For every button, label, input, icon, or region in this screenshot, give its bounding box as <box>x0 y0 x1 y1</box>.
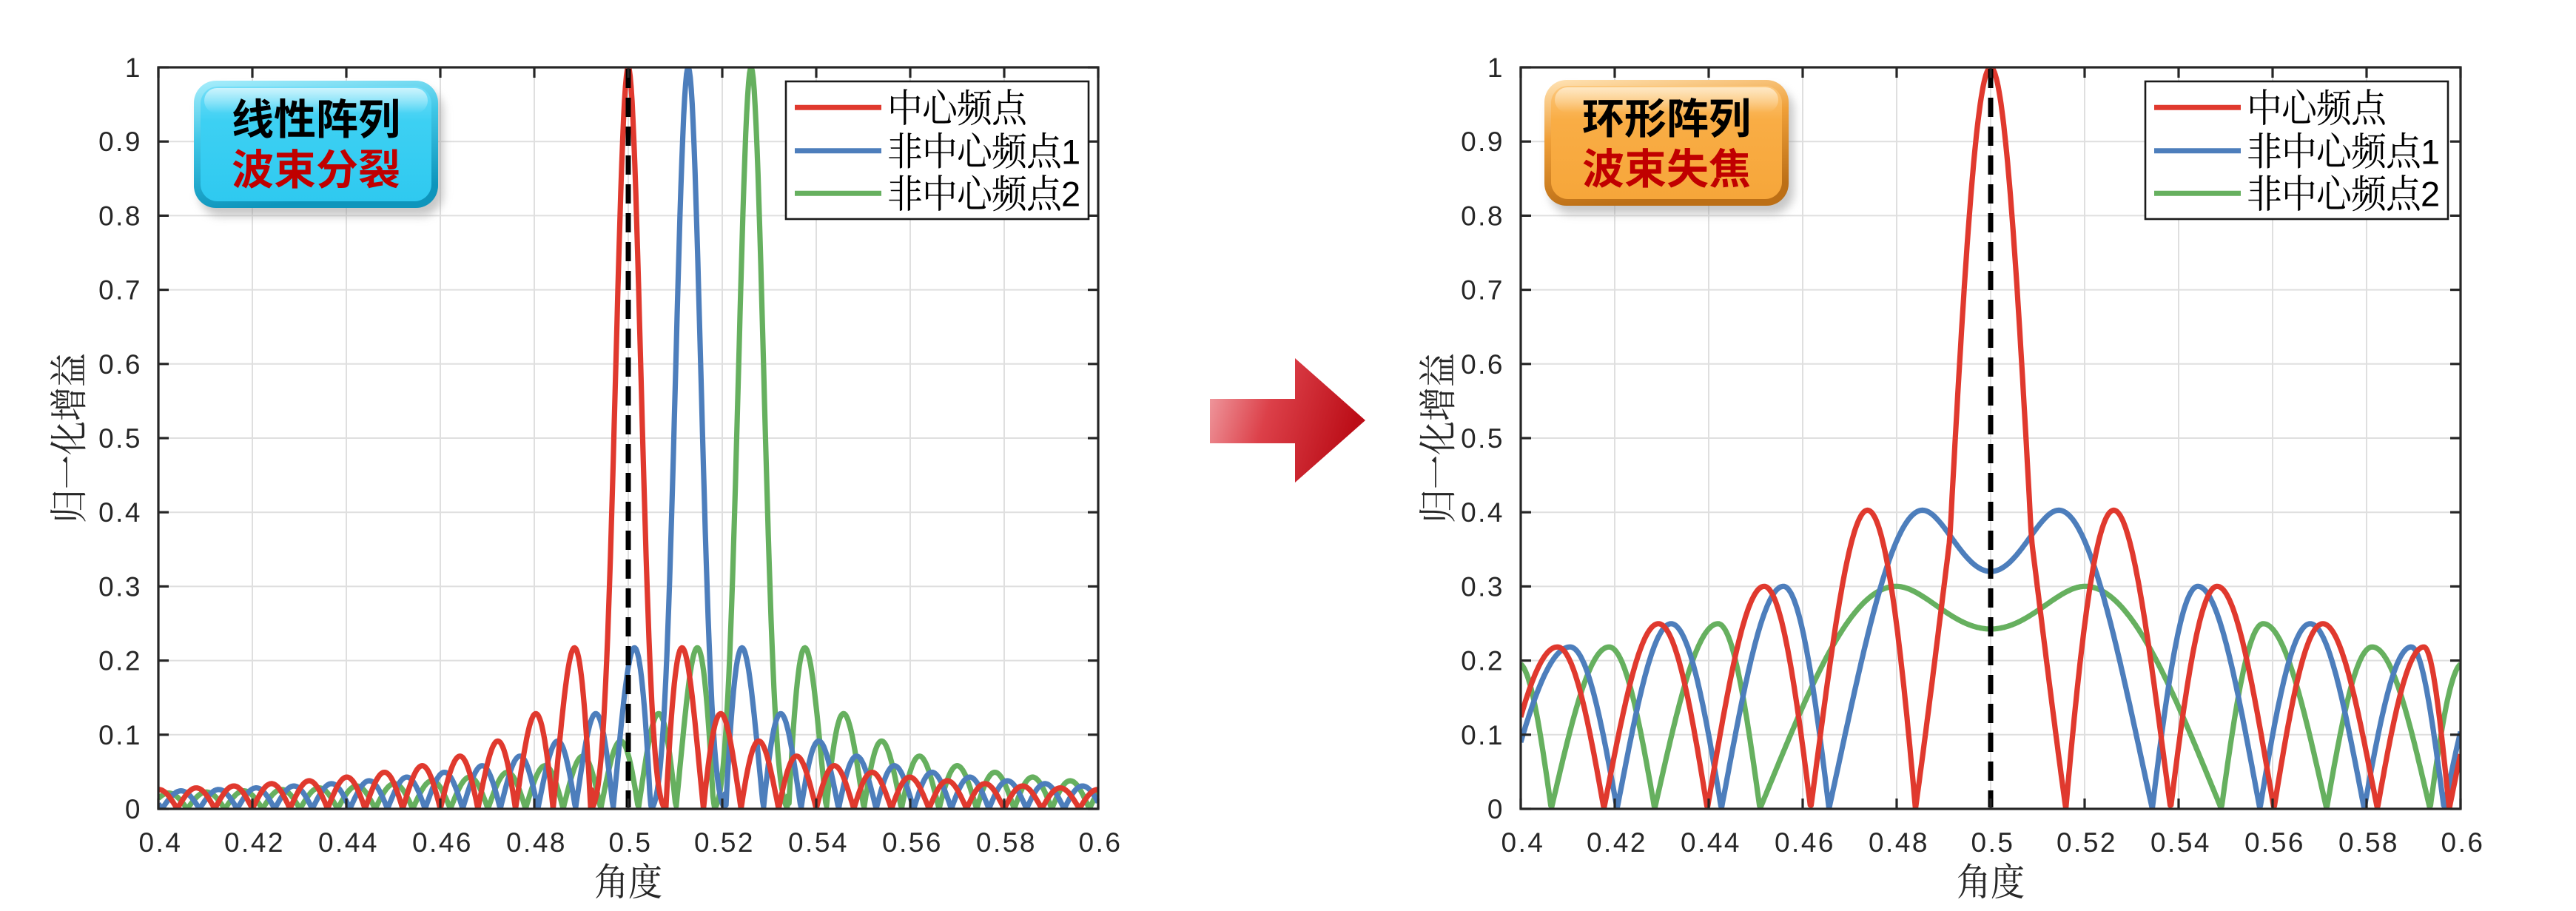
svg-text:0.58: 0.58 <box>976 827 1037 858</box>
svg-text:2: 2 <box>1061 175 1080 214</box>
svg-text:0.5: 0.5 <box>609 827 653 858</box>
svg-text:0.4: 0.4 <box>139 827 183 858</box>
svg-text:0.44: 0.44 <box>318 827 379 858</box>
svg-text:0.6: 0.6 <box>1461 349 1504 380</box>
svg-text:0.4: 0.4 <box>1501 827 1545 858</box>
svg-text:0.48: 0.48 <box>506 827 567 858</box>
svg-text:0.5: 0.5 <box>1971 827 2015 858</box>
svg-text:0.48: 0.48 <box>1869 827 1929 858</box>
svg-text:0.52: 0.52 <box>2057 827 2117 858</box>
svg-text:0.4: 0.4 <box>98 497 142 528</box>
svg-text:0.46: 0.46 <box>412 827 473 858</box>
svg-text:0.42: 0.42 <box>1587 827 1647 858</box>
svg-text:0.54: 0.54 <box>788 827 849 858</box>
svg-text:0.6: 0.6 <box>1079 827 1123 858</box>
svg-text:0.6: 0.6 <box>2441 827 2485 858</box>
svg-text:0.7: 0.7 <box>1461 275 1504 306</box>
svg-text:0.1: 0.1 <box>1461 720 1504 750</box>
svg-text:0.2: 0.2 <box>1461 646 1504 676</box>
svg-text:0.54: 0.54 <box>2150 827 2211 858</box>
svg-text:0.5: 0.5 <box>98 423 142 454</box>
svg-text:0.42: 0.42 <box>224 827 285 858</box>
svg-text:0.44: 0.44 <box>1681 827 1741 858</box>
svg-text:0.1: 0.1 <box>98 720 142 750</box>
svg-text:1: 1 <box>1061 132 1080 171</box>
svg-text:0.3: 0.3 <box>98 571 142 602</box>
svg-text:0.2: 0.2 <box>98 646 142 676</box>
svg-text:0.56: 0.56 <box>2244 827 2305 858</box>
svg-text:0.9: 0.9 <box>98 127 142 157</box>
svg-text:0.3: 0.3 <box>1461 571 1504 602</box>
svg-text:0.56: 0.56 <box>882 827 943 858</box>
svg-text:1: 1 <box>2421 132 2440 171</box>
svg-text:0.58: 0.58 <box>2338 827 2399 858</box>
svg-text:0.4: 0.4 <box>1461 497 1504 528</box>
svg-text:0.7: 0.7 <box>98 275 142 306</box>
svg-text:0.8: 0.8 <box>98 201 142 231</box>
svg-text:0.9: 0.9 <box>1461 127 1504 157</box>
svg-text:0.46: 0.46 <box>1775 827 1835 858</box>
svg-text:2: 2 <box>2421 175 2440 214</box>
svg-text:0.5: 0.5 <box>1461 423 1504 454</box>
svg-text:0.52: 0.52 <box>694 827 755 858</box>
svg-text:0: 0 <box>1487 794 1504 824</box>
svg-text:0: 0 <box>125 794 142 824</box>
svg-text:0.8: 0.8 <box>1461 201 1504 231</box>
svg-text:1: 1 <box>1487 53 1504 83</box>
svg-text:1: 1 <box>125 53 142 83</box>
svg-text:0.6: 0.6 <box>98 349 142 380</box>
